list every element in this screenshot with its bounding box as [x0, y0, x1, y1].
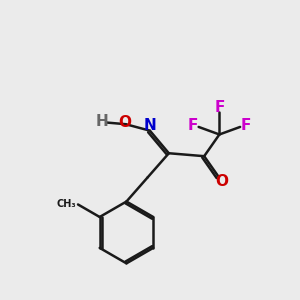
Text: F: F: [241, 118, 251, 133]
Text: H: H: [96, 114, 109, 129]
Text: F: F: [214, 100, 225, 115]
Text: F: F: [188, 118, 198, 133]
Text: O: O: [118, 115, 131, 130]
Text: O: O: [216, 174, 229, 189]
Text: N: N: [143, 118, 156, 133]
Text: CH₃: CH₃: [57, 200, 76, 209]
